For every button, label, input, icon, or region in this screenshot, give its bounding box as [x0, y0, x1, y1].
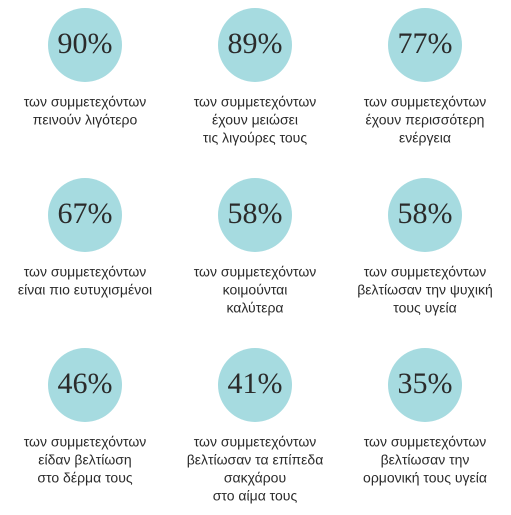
- stat-circle: [388, 178, 462, 252]
- stat-description: πεινούν λιγότερο: [33, 112, 138, 128]
- stat-description: είδαν βελτίωση: [38, 452, 131, 468]
- stat-value: 58%: [228, 197, 283, 230]
- stat-value: 77%: [398, 27, 453, 60]
- stat-description: έχουν μειώσει: [212, 112, 298, 128]
- stat-description: των συμμετεχόντων: [194, 434, 317, 450]
- stat-circle: [218, 8, 292, 82]
- stat-circle: [388, 8, 462, 82]
- stat-value: 41%: [228, 367, 283, 400]
- stat-description: ορμονική τους υγεία: [363, 470, 487, 486]
- stat-circle: [388, 348, 462, 422]
- stat-circle: [218, 178, 292, 252]
- stat-value: 67%: [58, 197, 113, 230]
- stat-circle: [48, 178, 122, 252]
- stat-description: στο δέρμα τους: [37, 470, 132, 486]
- stat-description: των συμμετεχόντων: [194, 94, 317, 110]
- stat-description: των συμμετεχόντων: [364, 264, 487, 280]
- stat-value: 46%: [58, 367, 113, 400]
- stat-description: των συμμετεχόντων: [194, 264, 317, 280]
- stat-description: βελτίωσαν την ψυχική: [357, 282, 493, 298]
- stat-description: ενέργεια: [399, 130, 451, 146]
- stat-description: βελτίωσαν την: [381, 452, 470, 468]
- stat-description: τις λιγούρες τους: [203, 130, 307, 146]
- stat-description: των συμμετεχόντων: [24, 94, 147, 110]
- stat-description: στο αίμα τους: [213, 488, 298, 504]
- stat-description: των συμμετεχόντων: [24, 434, 147, 450]
- stat-value: 90%: [58, 27, 113, 60]
- stat-description: τους υγεία: [393, 300, 457, 316]
- stat-circle: [48, 8, 122, 82]
- stat-description: των συμμετεχόντων: [364, 434, 487, 450]
- stat-description: των συμμετεχόντων: [364, 94, 487, 110]
- stat-value: 35%: [398, 367, 453, 400]
- stat-description: των συμμετεχόντων: [24, 264, 147, 280]
- stat-description: σακχάρου: [224, 470, 286, 486]
- stat-description: καλύτερα: [226, 300, 283, 316]
- stat-description: έχουν περισσότερη: [366, 112, 485, 128]
- stat-circle: [48, 348, 122, 422]
- stat-value: 89%: [228, 27, 283, 60]
- stat-description: είναι πιο ευτυχισμένοι: [18, 282, 152, 298]
- stat-value: 58%: [398, 197, 453, 230]
- stat-description: βελτίωσαν τα επίπεδα: [187, 452, 324, 468]
- stat-description: κοιμούνται: [223, 282, 288, 298]
- stat-circle: [218, 348, 292, 422]
